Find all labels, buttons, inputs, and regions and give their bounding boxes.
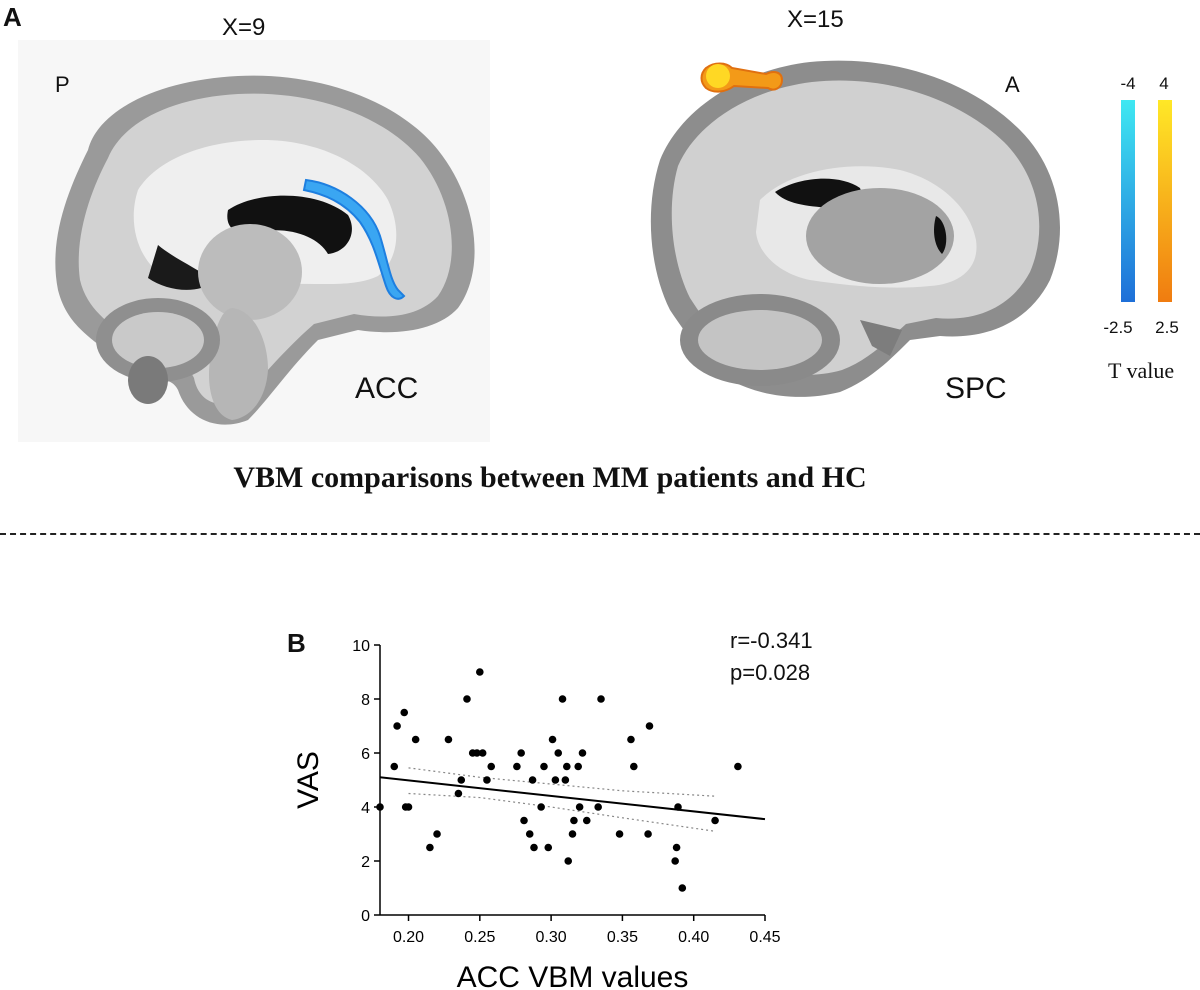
data-point	[520, 816, 528, 825]
colorbar-negative-top-tick: -4	[1120, 74, 1136, 93]
data-point	[454, 789, 463, 798]
data-point	[582, 816, 591, 825]
data-point	[476, 668, 484, 676]
spc-region-label: SPC	[945, 372, 1007, 405]
data-point	[404, 803, 413, 811]
regression-fit-line	[379, 776, 766, 821]
data-point	[561, 776, 570, 784]
data-point	[645, 722, 654, 730]
panel-a-letter: A	[3, 2, 22, 32]
data-point	[568, 830, 577, 838]
negative-t-colorbar	[1121, 100, 1135, 302]
data-point	[411, 735, 420, 744]
data-point	[426, 843, 434, 852]
x-tick-label: 0.20	[393, 929, 424, 946]
data-point	[530, 843, 538, 852]
data-point	[528, 776, 537, 784]
brain-slice-acc-image	[18, 40, 490, 442]
data-point	[678, 884, 687, 892]
data-point	[478, 749, 487, 757]
x-tick-label: 0.35	[607, 929, 638, 946]
panel-divider	[0, 533, 1200, 535]
data-point	[540, 762, 548, 771]
data-point	[711, 816, 719, 825]
data-point	[513, 762, 521, 771]
x-tick-label: 0.30	[536, 929, 567, 946]
data-point	[551, 776, 560, 784]
data-point	[564, 857, 573, 865]
confidence-band-lower	[408, 792, 716, 832]
acc-region-label: ACC	[355, 372, 419, 405]
data-point	[457, 776, 466, 784]
left-slice-coordinate-label: X=9	[222, 14, 266, 41]
data-point	[544, 843, 553, 852]
data-point	[463, 695, 471, 703]
colorbar-negative-bottom-tick: -2.5	[1103, 318, 1133, 337]
colorbar-title: T value	[1108, 358, 1175, 383]
data-point	[400, 708, 409, 717]
vas-scatter-plot: 0.20 0.25 0.30 0.35 0.40 0.45 0 2 4 6 8 10 ACC VBM v…	[292, 638, 781, 990]
colorbar-positive-top-tick: 4	[1159, 74, 1169, 93]
data-point	[473, 749, 481, 757]
data-point	[393, 722, 401, 730]
data-point	[644, 830, 652, 838]
data-point	[597, 695, 605, 703]
panel-b-letter: B	[287, 628, 306, 658]
data-point	[444, 735, 453, 744]
anterior-orientation-label: A	[1005, 72, 1020, 97]
brain-slice-spc-image	[650, 60, 1060, 397]
confidence-band-upper	[408, 767, 716, 797]
x-tick-label: 0.40	[678, 929, 709, 946]
data-point	[433, 830, 441, 838]
y-tick-label: 0	[361, 908, 370, 925]
data-point	[674, 803, 682, 811]
y-tick-label: 6	[361, 746, 370, 763]
y-axis-title: VAS	[292, 751, 325, 809]
data-point	[558, 695, 567, 703]
data-point	[517, 749, 525, 757]
data-point	[537, 803, 545, 811]
right-slice-coordinate-label: X=15	[787, 6, 844, 33]
data-point	[578, 749, 587, 757]
colorbar-positive-bottom-tick: 2.5	[1155, 318, 1179, 337]
correlation-r-value: r=-0.341	[730, 628, 813, 653]
y-tick-label: 4	[361, 800, 370, 817]
data-point	[483, 776, 491, 784]
data-point	[594, 803, 602, 811]
data-point	[672, 843, 681, 852]
data-point	[548, 735, 557, 744]
data-point	[671, 857, 679, 865]
posterior-orientation-label: P	[55, 72, 70, 97]
data-point	[734, 762, 742, 771]
data-point	[487, 762, 496, 771]
data-point	[574, 762, 583, 771]
panel-a-heading: VBM comparisons between MM patients and …	[233, 461, 867, 494]
y-tick-label: 2	[361, 854, 370, 871]
data-point	[570, 816, 578, 825]
correlation-p-value: p=0.028	[730, 660, 811, 685]
y-tick-label: 8	[361, 692, 370, 709]
data-point	[615, 830, 624, 838]
data-point	[575, 803, 584, 811]
data-point	[562, 762, 571, 771]
data-point	[554, 749, 563, 757]
y-tick-label: 10	[352, 638, 370, 655]
data-point	[390, 762, 399, 771]
x-tick-label: 0.25	[464, 929, 495, 946]
x-tick-label: 0.45	[749, 929, 780, 946]
positive-t-colorbar	[1158, 100, 1172, 302]
x-axis-title: ACC VBM values	[457, 961, 689, 990]
data-point	[630, 762, 638, 771]
data-point	[525, 830, 534, 838]
data-point	[627, 735, 635, 744]
